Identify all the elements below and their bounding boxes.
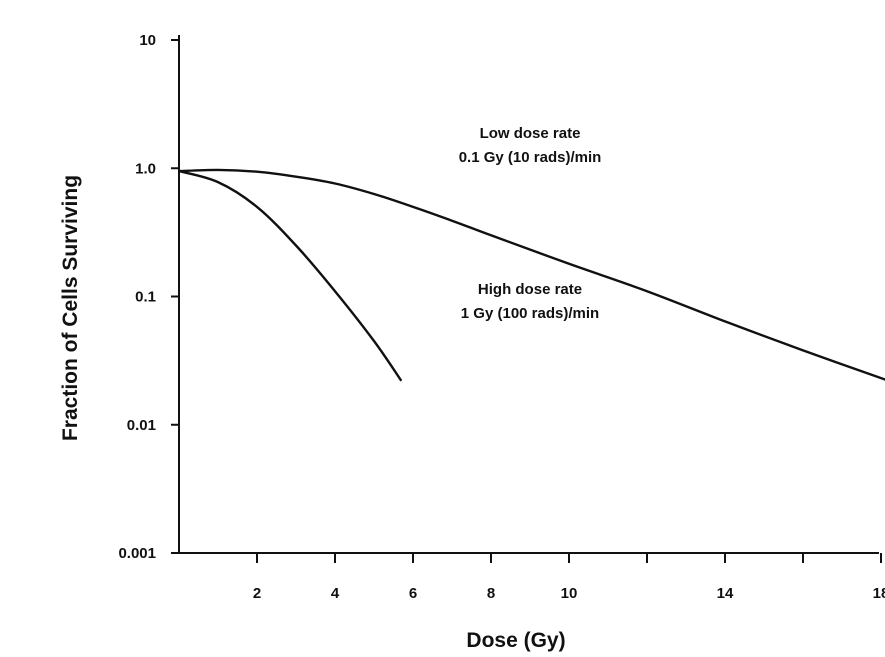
annotation-low-dose-rate-line-1: Low dose rate — [480, 125, 581, 142]
x-tick-label: 2 — [253, 585, 261, 602]
annotation-high-dose-rate-line-2: 1 Gy (100 rads)/min — [461, 305, 599, 322]
x-tick-label: 6 — [409, 585, 417, 602]
y-ticks: 10 1.0 0.1 0.01 0.001 — [118, 32, 179, 562]
y-axis-title: Fraction of Cells Surviving — [59, 175, 82, 441]
y-tick-label: 10 — [139, 32, 156, 49]
x-tick-label: 4 — [331, 585, 340, 602]
axes — [178, 35, 879, 554]
series-lines — [178, 168, 885, 382]
annotation-low-dose-rate-line-2: 0.1 Gy (10 rads)/min — [459, 149, 602, 166]
x-tick-label: 18 — [873, 585, 885, 602]
x-tick-label: 8 — [487, 585, 495, 602]
y-tick-label: 0.01 — [127, 417, 156, 434]
curve-annotations: Low dose rate 0.1 Gy (10 rads)/min High do… — [459, 125, 602, 322]
x-ticks: 2 4 6 8 10 14 18 — [253, 553, 885, 602]
x-tick-label: 10 — [561, 585, 578, 602]
x-tick-label: 14 — [717, 585, 734, 602]
y-tick-label: 1.0 — [135, 160, 156, 177]
y-tick-label: 0.001 — [118, 545, 156, 562]
annotation-high-dose-rate-line-1: High dose rate — [478, 281, 582, 298]
y-tick-label: 0.1 — [135, 289, 156, 306]
x-axis-title: Dose (Gy) — [466, 629, 565, 652]
series-line-low-dose-rate — [178, 168, 885, 381]
series-line-high-dose-rate — [178, 169, 403, 382]
